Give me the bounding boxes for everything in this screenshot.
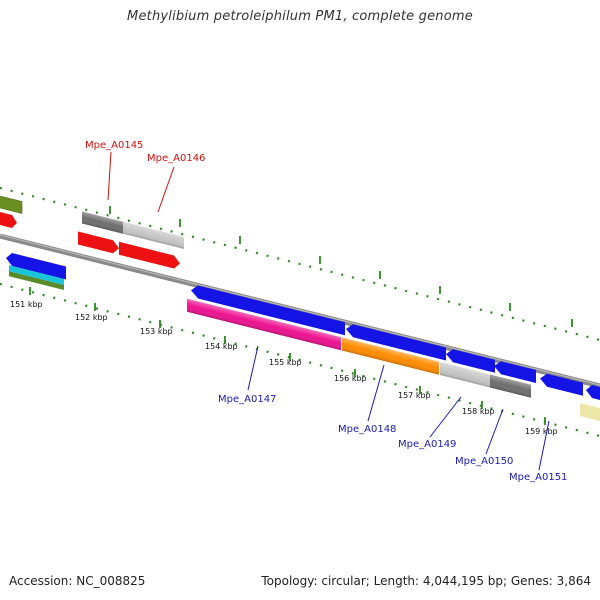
kbp-label: 159 kbp (525, 427, 558, 436)
feature-red-arrow-a0145[interactable] (78, 231, 119, 255)
feature-cyan-left (9, 265, 64, 285)
inner-tick-ring (0, 282, 600, 438)
kbp-label: 155 kbp (269, 358, 302, 367)
kbp-label: 158 kbp (462, 407, 495, 416)
feature-red-arrow-a0146[interactable] (119, 241, 180, 270)
kbp-label: 151 kbp (10, 300, 43, 309)
gene-label-a0147[interactable]: Mpe_A0147 (218, 394, 276, 405)
feature-green-left (9, 271, 64, 290)
leader-line-a0147 (247, 345, 259, 391)
feature-blue-arrow-a0147[interactable] (191, 284, 345, 336)
outer-tick-ring (0, 186, 600, 342)
kbp-label: 152 kbp (75, 313, 108, 322)
gene-label-a0151[interactable]: Mpe_A0151 (509, 472, 567, 483)
gene-label-a0145[interactable]: Mpe_A0145 (85, 140, 143, 151)
gene-label-a0149[interactable]: Mpe_A0149 (398, 439, 456, 450)
feature-red-arrow-left (0, 211, 17, 228)
kbp-scale: 151 kbp 152 kbp 153 kbp 154 kbp 155 kbp … (10, 300, 558, 436)
leader-line-a0149 (429, 396, 462, 438)
upper-gene-labels: Mpe_A0145 Mpe_A0146 (85, 140, 205, 213)
leader-line-a0145 (107, 151, 112, 201)
genome-backbone-highlight (0, 234, 600, 386)
map-title: Methylibium petroleiphilum PM1, complete… (127, 9, 473, 24)
accession-text: Accession: NC_008825 (9, 574, 146, 588)
feature-blue-arrow-left (6, 253, 66, 280)
gene-label-a0146[interactable]: Mpe_A0146 (147, 153, 205, 164)
leader-line-a0146 (157, 166, 175, 213)
leader-line-a0148 (367, 364, 385, 422)
feature-blue-arrow-a0150[interactable] (494, 360, 536, 384)
major-ticks (29, 206, 573, 425)
feature-blue-arrow-a0149[interactable] (446, 348, 495, 373)
kbp-label: 154 kbp (205, 342, 238, 351)
lower-gene-labels: Mpe_A0147 Mpe_A0148 Mpe_A0149 Mpe_A0150 … (218, 345, 567, 483)
leader-line-a0151 (538, 420, 550, 471)
kbp-label: 153 kbp (140, 327, 173, 336)
gene-label-a0148[interactable]: Mpe_A0148 (338, 424, 396, 435)
kbp-label: 157 kbp (398, 391, 431, 400)
feature-blue-arrow-a0148[interactable] (346, 323, 446, 361)
feature-blue-arrow-a0151[interactable] (540, 372, 583, 396)
feature-olive-left (0, 194, 23, 214)
gene-label-a0150[interactable]: Mpe_A0150 (455, 456, 513, 467)
feature-yellow-right (580, 403, 600, 422)
leader-line-a0150 (485, 408, 504, 455)
kbp-label: 156 kbp (334, 374, 367, 383)
topology-text: Topology: circular; Length: 4,044,195 bp… (261, 574, 591, 588)
